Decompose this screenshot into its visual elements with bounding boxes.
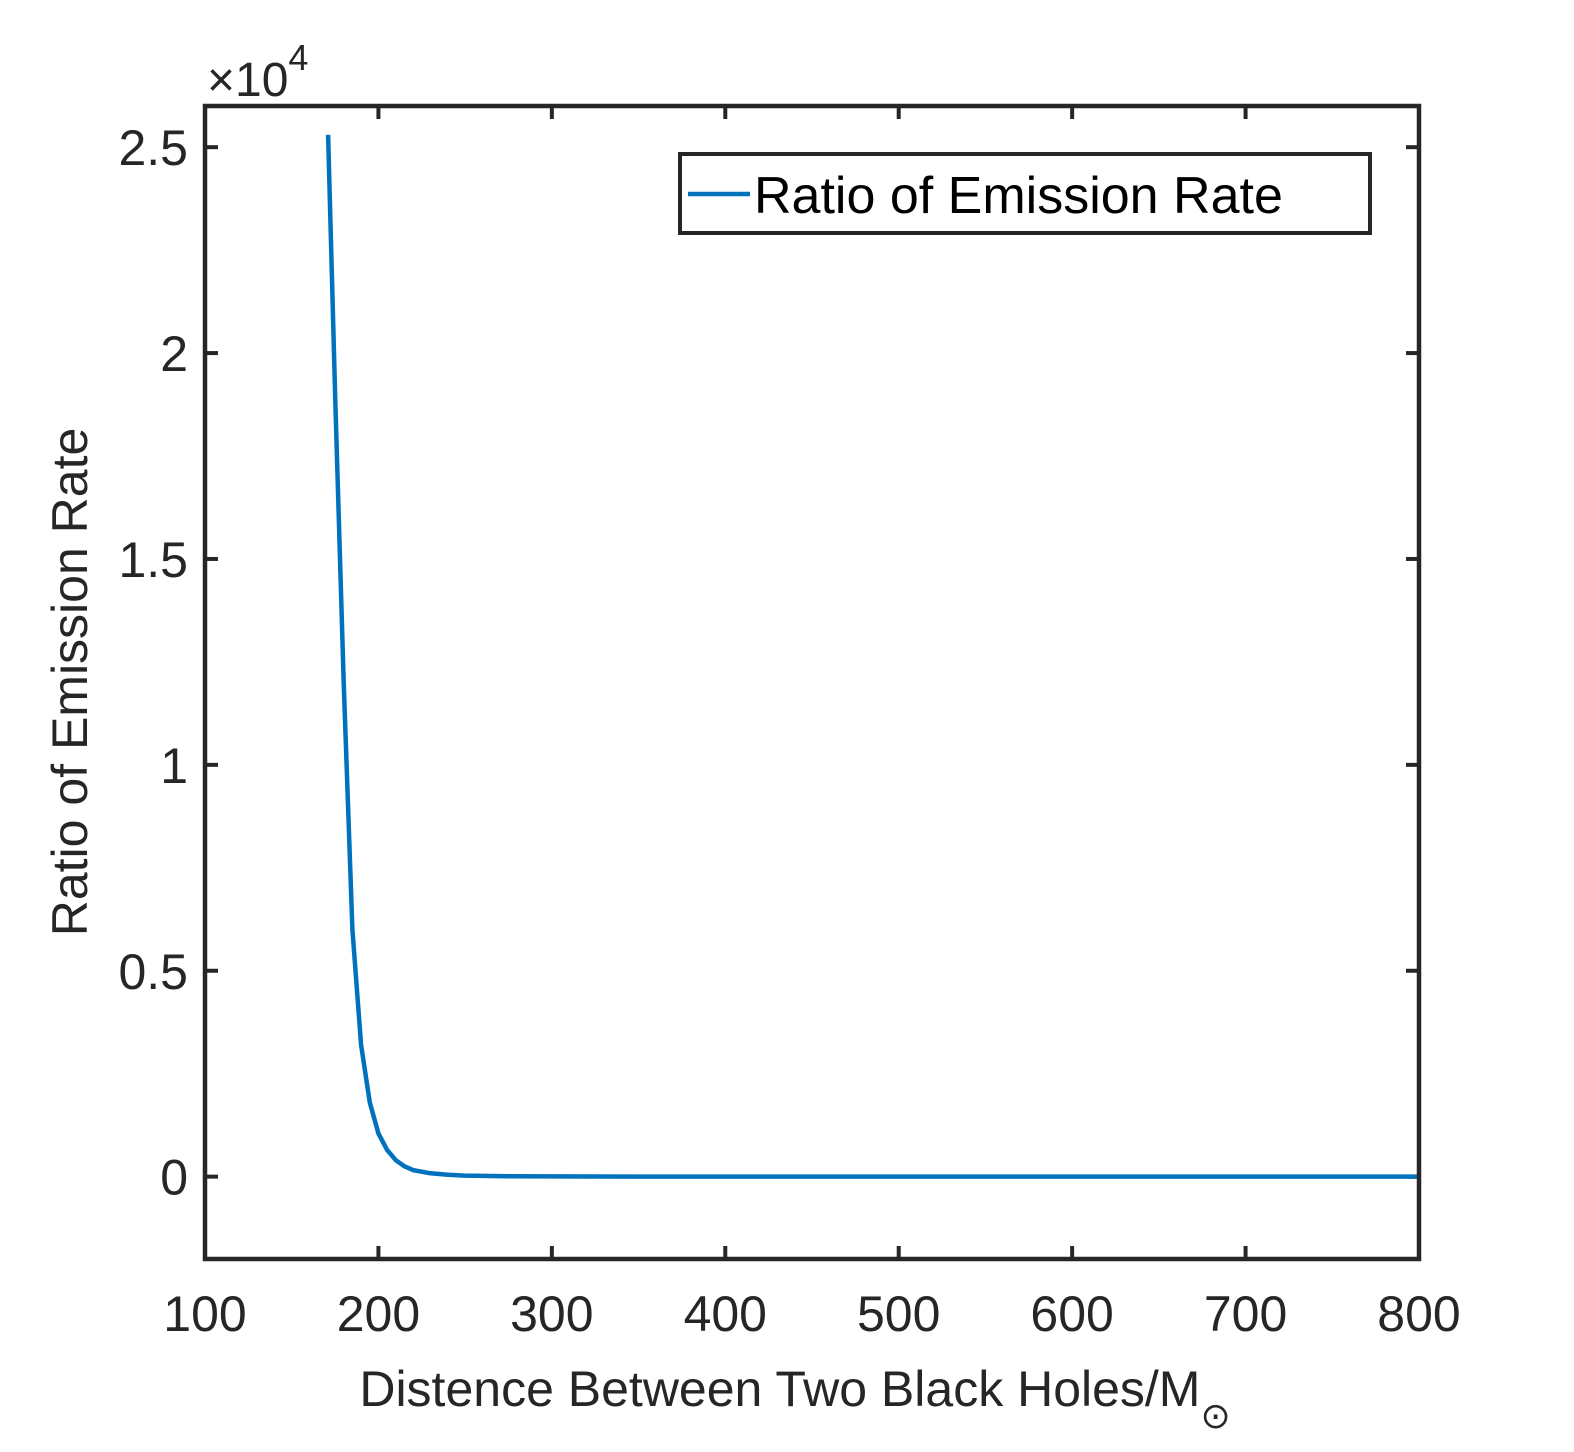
series-line-ratio-of-emission-rate (325, 134, 1419, 1179)
x-tick-label: 700 (1204, 1286, 1287, 1342)
y-tick-label: 2 (160, 326, 188, 382)
y-tick-label: 0 (160, 1150, 188, 1206)
y-tick-label: 0.5 (118, 944, 188, 1000)
x-tick-label: 300 (510, 1286, 593, 1342)
plot-frame (202, 103, 1422, 1262)
x-tick-labels: 100 200 300 400 500 600 700 800 (163, 1286, 1460, 1342)
y-tick-label: 1.5 (118, 532, 188, 588)
y-tick-label: 2.5 (118, 120, 188, 176)
x-tick-label: 800 (1377, 1286, 1460, 1342)
y-tick-labels: 0 0.5 1 1.5 2 2.5 (118, 120, 188, 1205)
legend-box (678, 152, 1372, 235)
legend: Ratio of Emission Rate (678, 152, 1372, 235)
x-tick-label: 600 (1030, 1286, 1113, 1342)
y-tick-label: 1 (160, 738, 188, 794)
y-axis-exponent: ×104 (207, 37, 308, 107)
y-exponent-prefix: ×10 (207, 54, 288, 107)
y-axis-label: Ratio of Emission Rate (42, 428, 98, 937)
y-exponent-power: 4 (288, 37, 308, 78)
x-tick-label: 500 (857, 1286, 940, 1342)
x-tick-label: 400 (684, 1286, 767, 1342)
x-axis-label-text: Distence Between Two Black Holes/M (359, 1361, 1200, 1417)
x-tick-label: 100 (163, 1286, 246, 1342)
x-axis-label: Distence Between Two Black Holes/M⊙ (359, 1361, 1230, 1436)
x-axis-label-subscript: ⊙ (1200, 1395, 1230, 1436)
x-tick-label: 200 (337, 1286, 420, 1342)
legend-label: Ratio of Emission Rate (754, 167, 1283, 225)
plot-background (205, 106, 1419, 1259)
